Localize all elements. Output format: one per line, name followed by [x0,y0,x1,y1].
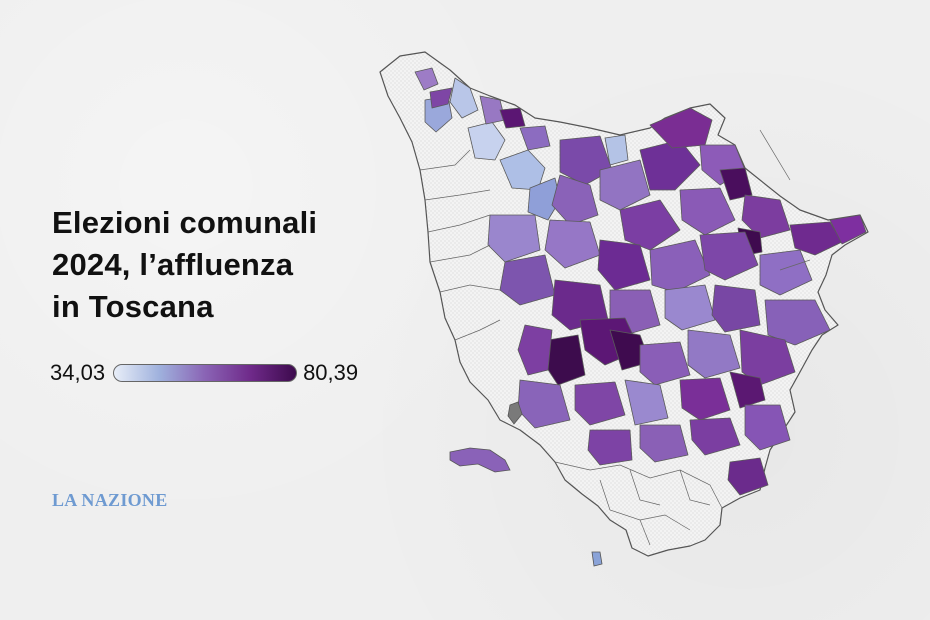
color-legend: 34,03 80,39 [50,358,358,388]
legend-max-label: 80,39 [303,360,359,385]
title-line-2: 2024, l’affluenza [52,247,294,282]
legend-gradient-bar [113,364,298,382]
title-line-1: Elezioni comunali [52,205,318,240]
legend-min-label: 34,03 [50,360,106,385]
elba-island [449,447,511,473]
chart-title: Elezioni comunali 2024, l’affluenza in T… [52,202,412,328]
giglio-island [591,551,603,567]
small-island [507,401,523,425]
la-nazione-logo: LA NAZIONE [52,490,168,510]
title-line-3: in Toscana [52,289,214,324]
